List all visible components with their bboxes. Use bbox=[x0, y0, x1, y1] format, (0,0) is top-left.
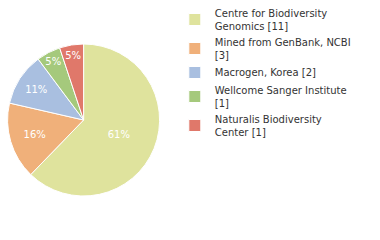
svg-text:5%: 5% bbox=[65, 50, 81, 61]
svg-text:Centre for BiodiversityGenomic: Centre for BiodiversityGenomics [11] bbox=[215, 8, 328, 32]
svg-text:Naturalis BiodiversityCenter [: Naturalis BiodiversityCenter [1] bbox=[215, 114, 322, 138]
svg-text:61%: 61% bbox=[108, 129, 130, 140]
svg-text:16%: 16% bbox=[24, 129, 46, 140]
svg-text:Macrogen, Korea [2]: Macrogen, Korea [2] bbox=[215, 67, 316, 78]
svg-text:5%: 5% bbox=[45, 56, 61, 67]
svg-text:Wellcome Sanger Institute[1]: Wellcome Sanger Institute[1] bbox=[215, 85, 347, 109]
svg-text:11%: 11% bbox=[25, 84, 47, 95]
svg-text:Mined from GenBank, NCBI[3]: Mined from GenBank, NCBI[3] bbox=[215, 37, 351, 61]
